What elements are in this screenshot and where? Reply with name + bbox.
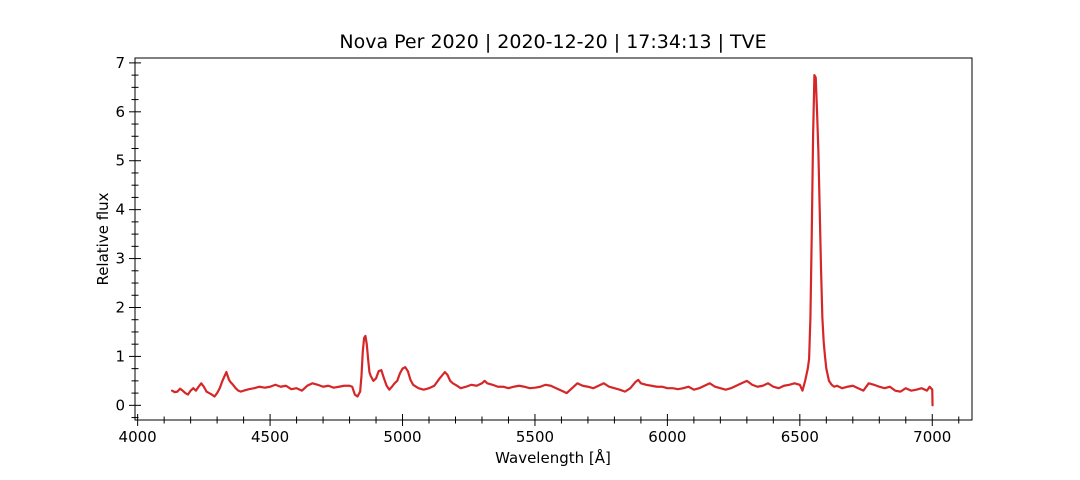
x-tick-label: 6000: [648, 428, 686, 446]
x-tick-label: 6500: [781, 428, 819, 446]
axis-ticks: 4000 4500 5000 5500 6000 6500 7000 0 1 2 3 4 5 6 7: [115, 54, 960, 446]
series-line-0: [170, 74, 934, 407]
x-tick-label: 7000: [913, 428, 951, 446]
x-tick-label: 4500: [251, 428, 289, 446]
y-tick-label: 2: [115, 298, 125, 316]
y-tick-label: 1: [115, 347, 125, 365]
x-tick-label: 4000: [119, 428, 157, 446]
y-tick-label: 3: [115, 250, 125, 268]
x-tick-label: 5000: [383, 428, 421, 446]
y-tick-label: 4: [115, 201, 125, 219]
y-tick-label: 6: [115, 103, 125, 121]
y-tick-label: 5: [115, 152, 125, 170]
y-tick-label: 7: [115, 54, 125, 72]
x-tick-label: 5500: [516, 428, 554, 446]
plot-frame: [134, 57, 973, 421]
chart-title: Nova Per 2020 | 2020-12-20 | 17:34:13 | …: [339, 31, 766, 53]
y-axis-label: Relative flux: [94, 192, 112, 285]
y-tick-label: 0: [115, 396, 125, 414]
x-axis-label: Wavelength [Å]: [495, 448, 611, 467]
series-layer: [170, 74, 934, 407]
